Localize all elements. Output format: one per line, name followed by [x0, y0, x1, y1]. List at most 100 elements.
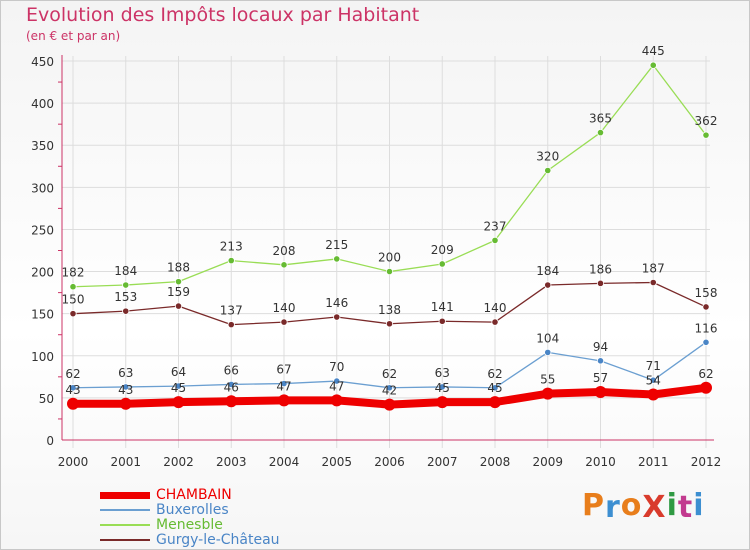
data-point-menesble	[544, 166, 552, 175]
data-label-chambain: 45	[171, 381, 186, 395]
data-label-menesble: 184	[114, 264, 137, 278]
y-tick-label: 100	[31, 350, 54, 364]
data-point-gurgy-le-ch-teau	[702, 303, 710, 311]
data-label-gurgy-le-ch-teau: 153	[114, 290, 137, 304]
y-tick-label: 50	[39, 392, 54, 406]
y-tick-label: 400	[31, 97, 54, 111]
data-label-gurgy-le-ch-teau: 187	[642, 262, 665, 276]
data-point-buxerolles	[333, 377, 341, 385]
data-point-buxerolles	[544, 348, 552, 357]
x-tick-label: 2006	[374, 455, 405, 469]
proxiti-logo: ProXiti	[582, 488, 705, 525]
data-label-chambain: 43	[118, 383, 133, 397]
x-tick-label: 2012	[691, 455, 722, 469]
data-label-chambain: 57	[593, 371, 608, 385]
data-point-menesble	[280, 261, 288, 269]
y-tick-label: 450	[31, 55, 54, 69]
data-label-buxerolles: 94	[593, 340, 608, 354]
data-point-menesble	[438, 260, 446, 268]
data-label-chambain: 47	[276, 379, 291, 393]
legend-label: CHAMBAIN	[156, 487, 232, 503]
data-label-chambain: 42	[382, 384, 397, 398]
data-point-gurgy-le-ch-teau	[333, 313, 341, 321]
y-tick-label: 350	[31, 139, 54, 153]
data-point-menesble	[702, 131, 710, 139]
data-label-buxerolles: 67	[276, 363, 291, 377]
data-label-buxerolles: 63	[435, 366, 450, 380]
data-point-menesble	[385, 267, 394, 276]
data-label-menesble: 200	[378, 251, 401, 265]
data-point-buxerolles	[596, 357, 605, 365]
data-point-menesble	[491, 236, 499, 244]
legend-swatch	[100, 539, 150, 541]
data-label-chambain: 47	[329, 379, 344, 393]
x-tick-label: 2007	[427, 455, 458, 469]
data-label-gurgy-le-ch-teau: 184	[536, 264, 559, 278]
y-tick-label: 200	[31, 266, 54, 280]
legend-swatch	[100, 509, 150, 511]
data-point-buxerolles	[649, 376, 657, 384]
data-label-menesble: 213	[220, 240, 243, 254]
y-tick-label: 250	[31, 223, 54, 237]
data-label-menesble: 320	[536, 149, 559, 163]
data-label-menesble: 215	[325, 238, 348, 252]
data-point-menesble	[174, 278, 183, 286]
legend-item: Menesble	[100, 518, 223, 532]
data-point-menesble	[596, 128, 605, 137]
data-point-gurgy-le-ch-teau	[385, 320, 394, 328]
data-point-gurgy-le-ch-teau	[491, 318, 499, 326]
data-point-chambain	[119, 397, 132, 410]
data-point-gurgy-le-ch-teau	[649, 278, 657, 287]
data-label-chambain: 45	[435, 381, 450, 395]
data-label-menesble: 365	[589, 112, 612, 126]
data-point-gurgy-le-ch-teau	[69, 310, 77, 318]
data-point-buxerolles	[491, 384, 499, 392]
data-label-buxerolles: 116	[695, 321, 718, 335]
data-point-chambain	[647, 388, 660, 401]
data-point-buxerolles	[702, 338, 710, 346]
data-point-menesble	[227, 257, 235, 265]
data-point-menesble	[69, 283, 77, 291]
data-point-buxerolles	[227, 380, 235, 389]
x-tick-label: 2005	[321, 455, 352, 469]
data-label-gurgy-le-ch-teau: 137	[220, 304, 243, 318]
data-label-chambain: 55	[540, 373, 555, 387]
x-tick-label: 2010	[585, 455, 616, 469]
data-point-chambain	[700, 381, 712, 394]
data-point-chambain	[278, 394, 290, 407]
data-point-chambain	[541, 387, 554, 400]
data-point-buxerolles	[385, 384, 394, 392]
x-tick-label: 2001	[110, 455, 141, 469]
legend-swatch	[100, 491, 150, 499]
data-point-chambain	[436, 396, 449, 409]
data-label-menesble: 182	[62, 266, 85, 280]
data-label-gurgy-le-ch-teau: 138	[378, 303, 401, 317]
data-point-menesble	[649, 61, 657, 69]
data-point-buxerolles	[122, 383, 130, 391]
x-tick-label: 2009	[532, 455, 563, 469]
data-point-chambain	[489, 396, 501, 409]
data-label-menesble: 237	[484, 219, 507, 233]
data-label-buxerolles: 62	[487, 367, 502, 381]
legend-label: Gurgy-le-Château	[156, 532, 280, 548]
data-label-menesble: 209	[431, 243, 454, 257]
x-tick-label: 2002	[163, 455, 194, 469]
data-label-buxerolles: 62	[382, 367, 397, 381]
data-label-menesble: 362	[695, 114, 718, 128]
y-tick-label: 150	[31, 308, 54, 322]
data-label-gurgy-le-ch-teau: 159	[167, 285, 190, 299]
data-point-gurgy-le-ch-teau	[438, 317, 446, 325]
data-point-gurgy-le-ch-teau	[544, 281, 552, 289]
data-point-buxerolles	[69, 384, 77, 392]
legend-item: Gurgy-le-Château	[100, 533, 280, 547]
data-point-menesble	[333, 255, 341, 263]
data-label-gurgy-le-ch-teau: 141	[431, 300, 454, 314]
data-point-gurgy-le-ch-teau	[280, 318, 288, 326]
x-tick-label: 2011	[638, 455, 669, 469]
data-label-gurgy-le-ch-teau: 146	[325, 296, 348, 310]
data-label-menesble: 208	[273, 244, 296, 258]
data-point-buxerolles	[280, 379, 288, 388]
y-tick-label: 0	[46, 434, 54, 448]
